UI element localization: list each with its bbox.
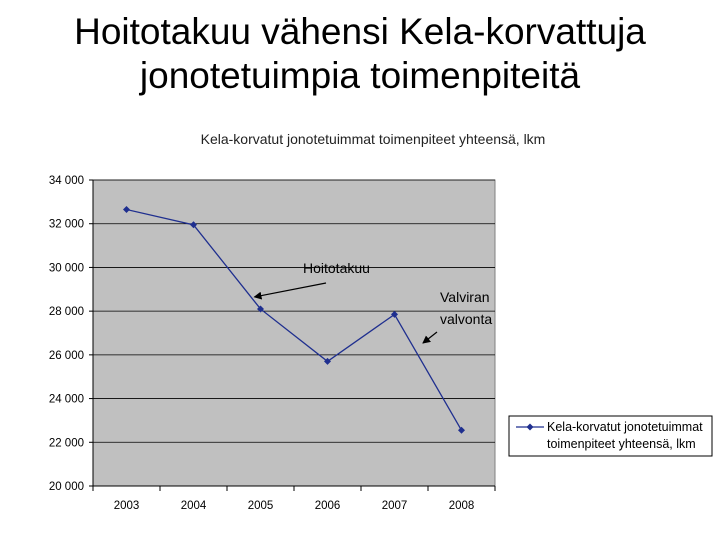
series xyxy=(123,206,465,434)
data-point xyxy=(458,426,465,434)
data-point xyxy=(123,206,130,214)
y-tick-label: 30 000 xyxy=(49,262,84,274)
x-tick-label: 2003 xyxy=(114,500,140,512)
legend-box xyxy=(508,415,713,457)
slide-title-line1: Hoitotakuu vähensi Kela-korvattuja xyxy=(74,11,646,52)
y-tick-label: 34 000 xyxy=(49,175,84,187)
y-tick-label: 32 000 xyxy=(49,219,84,231)
annotation-valvonta-line1: Valviran xyxy=(440,289,490,305)
y-tick-label: 22 000 xyxy=(49,437,84,449)
chart-title: Kela-korvatut jonotetuimmat toimenpiteet… xyxy=(201,131,546,147)
legend-label-line1: Kela-korvatut jonotetuimmat xyxy=(547,420,703,434)
annotation-valvonta-line2: valvonta xyxy=(440,311,492,327)
legend: Kela-korvatut jonotetuimmat toimenpiteet… xyxy=(508,415,713,457)
plot-area xyxy=(92,179,496,487)
y-axis: 20 000 22 000 24 000 26 000 28 000 30 000 32 0… xyxy=(49,175,94,493)
y-tick-label: 28 000 xyxy=(49,306,84,318)
data-point xyxy=(257,305,264,313)
x-tick-label: 2007 xyxy=(382,500,408,512)
legend-label-line2: toimenpiteet yhteensä, lkm xyxy=(547,437,696,451)
data-point xyxy=(190,221,197,229)
x-axis: 2003 2004 2005 2006 2007 2008 xyxy=(92,485,496,512)
data-point xyxy=(391,310,398,318)
grid-lines xyxy=(93,179,495,487)
data-point xyxy=(324,357,331,365)
annotation-hoitotakuu: Hoitotakuu xyxy=(303,260,370,276)
x-tick-label: 2008 xyxy=(449,500,475,512)
annotation-hoitotakuu-arrow xyxy=(253,282,327,300)
series-line xyxy=(126,208,463,431)
y-tick-label: 20 000 xyxy=(49,481,84,493)
slide-title: Hoitotakuu vähensi Kela-korvattuja jonot… xyxy=(0,10,720,98)
slide-title-line2: jonotetuimpia toimenpiteitä xyxy=(139,55,581,96)
x-tick-label: 2005 xyxy=(248,500,274,512)
annotation-valvonta-arrow xyxy=(422,331,438,344)
x-tick-label: 2004 xyxy=(181,500,207,512)
y-tick-label: 26 000 xyxy=(49,350,84,362)
legend-marker xyxy=(526,423,534,431)
x-tick-label: 2006 xyxy=(315,500,341,512)
y-tick-label: 24 000 xyxy=(49,394,84,406)
annotations: Hoitotakuu Valviran valvonta xyxy=(253,260,492,344)
